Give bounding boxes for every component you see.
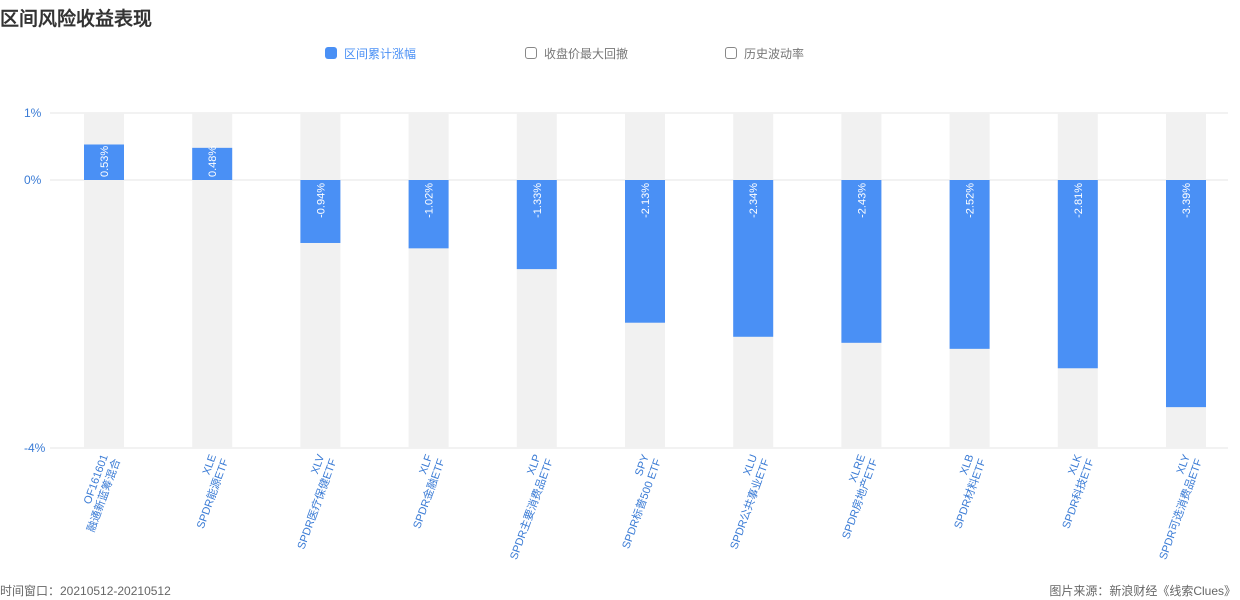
data-label: -2.34% — [748, 183, 760, 218]
image-source-note: 图片来源：新浪财经《线索Clues》 — [1049, 584, 1236, 598]
data-bar — [516, 180, 557, 270]
bar-track — [300, 113, 341, 448]
data-label: -2.43% — [856, 183, 868, 218]
data-bar — [408, 180, 449, 249]
bar-track — [408, 113, 449, 448]
legend-label: 区间累计涨幅 — [344, 46, 417, 61]
data-label: 0.48% — [207, 146, 219, 177]
data-bar — [841, 180, 882, 343]
data-bar — [192, 147, 233, 180]
legend-label: 收盘价最大回撤 — [544, 46, 629, 61]
legend-label: 历史波动率 — [744, 46, 805, 61]
data-bar — [300, 180, 341, 243]
data-label: -2.13% — [640, 183, 652, 218]
data-bar — [733, 180, 774, 337]
legend-item-cumulative-return[interactable]: 区间累计涨幅 — [325, 44, 416, 62]
y-tick-label: -4% — [24, 441, 46, 455]
data-label: -3.39% — [1181, 183, 1193, 218]
legend-item-max-drawdown[interactable]: 收盘价最大回撤 — [525, 44, 628, 62]
legend-item-volatility[interactable]: 历史波动率 — [725, 44, 804, 62]
data-label: -2.52% — [965, 183, 977, 218]
data-label: -2.81% — [1073, 183, 1085, 218]
time-window-note: 时间窗口：20210512-20210512 — [0, 584, 171, 598]
bar-track — [516, 113, 557, 448]
legend-checkbox-unchecked-icon[interactable] — [525, 47, 537, 59]
data-label: -1.02% — [424, 183, 436, 218]
data-bar — [1057, 180, 1098, 369]
data-bar — [949, 180, 990, 349]
data-bar — [625, 180, 665, 323]
legend-checkbox-checked-icon[interactable] — [325, 47, 337, 59]
data-label: 0.53% — [99, 146, 111, 177]
chart-title: 区间风险收益表现 — [0, 9, 153, 30]
legend-checkbox-unchecked-icon[interactable] — [725, 47, 737, 59]
y-tick-label: 1% — [24, 106, 42, 120]
data-label: -0.94% — [315, 183, 327, 218]
y-tick-label: 0% — [24, 173, 42, 187]
data-label: -1.33% — [532, 183, 544, 218]
data-bar — [1166, 180, 1206, 408]
data-bar — [84, 144, 124, 180]
